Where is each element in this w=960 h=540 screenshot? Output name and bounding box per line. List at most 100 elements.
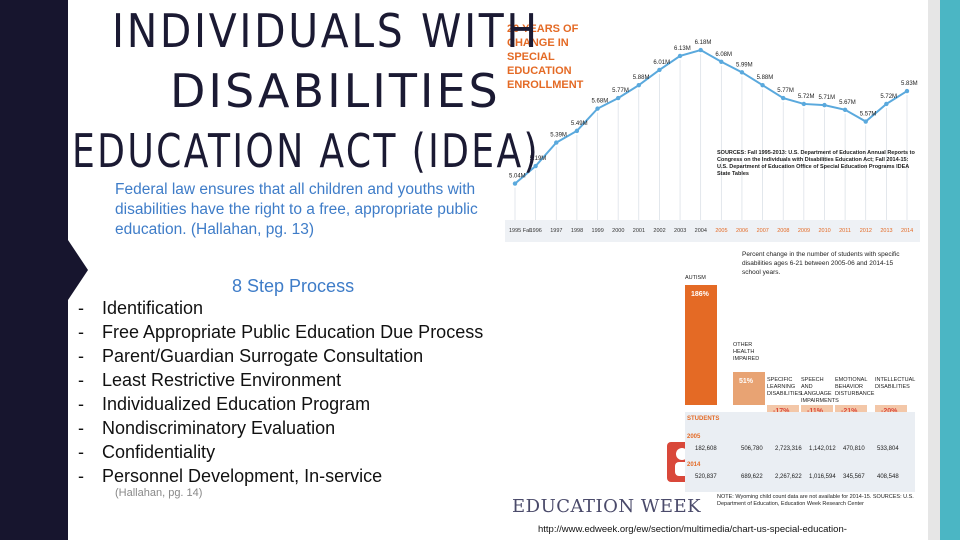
data-point — [533, 163, 538, 169]
data-label: 6.13M — [674, 46, 691, 52]
data-point — [904, 88, 910, 94]
step-item: Individualized Education Program — [78, 392, 498, 416]
data-label: 5.68M — [592, 99, 609, 105]
x-tick-label: 2009 — [798, 228, 810, 234]
x-tick-label: 2011 — [839, 228, 851, 234]
step-item: Confidentiality — [78, 440, 498, 464]
data-label: 5.77M — [612, 88, 629, 94]
data-label: 5.77M — [777, 88, 794, 94]
data-point — [554, 140, 559, 145]
enrollment-line — [514, 48, 908, 185]
students-2005-value: 1,142,012 — [809, 446, 836, 452]
bar-value-label: -11% — [807, 408, 823, 415]
step-item: Free Appropriate Public Education Due Pr… — [78, 320, 498, 344]
step-item: Least Restrictive Environment — [78, 368, 498, 392]
intro-paragraph: Federal law ensures that all children an… — [115, 181, 478, 238]
data-label: 6.08M — [715, 52, 732, 58]
students-2005-value: 470,810 — [843, 446, 865, 452]
x-tick-label: 1998 — [571, 228, 583, 234]
bar-value-label: -21% — [841, 408, 857, 415]
bar-category-label: SPEECH AND LANGUAGE IMPAIRMENTS — [801, 377, 839, 404]
data-label: 5.72M — [798, 94, 815, 100]
data-point — [863, 119, 868, 124]
data-point — [615, 95, 621, 101]
data-point — [739, 70, 745, 75]
data-point — [760, 83, 765, 88]
x-tick-label: 2008 — [777, 228, 789, 234]
slide-title-line-1: INDIVIDUALS WITH — [112, 4, 540, 58]
students-2005-value: 182,608 — [695, 446, 717, 452]
step-item: Nondiscriminatory Evaluation — [78, 416, 498, 440]
data-label: 5.57M — [860, 112, 877, 118]
infographic: 20 YEARS OF CHANGE IN SPECIAL EDUCATION … — [497, 0, 922, 540]
steps-heading: 8 Step Process — [232, 276, 355, 296]
x-tick-label: 2006 — [736, 228, 748, 234]
data-label: 5.49M — [571, 121, 588, 127]
student-counts-table: STUDENTS 2005 2014 182,608 520,837 506,780… — [685, 412, 915, 492]
source-url: http://www.edweek.org/ew/section/multime… — [538, 524, 847, 535]
bar-category-label: OTHER HEALTH IMPAIRED — [733, 342, 760, 363]
step-item: Parent/Guardian Surrogate Consultation — [78, 344, 498, 368]
students-label: STUDENTS — [687, 416, 720, 422]
data-point — [636, 83, 641, 88]
bar-value-label: -20% — [881, 408, 897, 415]
x-tick-label: 1995 Fall — [509, 228, 532, 234]
students-2014-value: 345,567 — [843, 474, 865, 480]
x-tick-label: 2005 — [715, 228, 727, 234]
x-axis-band — [505, 220, 920, 242]
students-2014-value: 520,837 — [695, 474, 717, 480]
x-tick-label: 1996 — [530, 228, 542, 234]
x-tick-label: 2012 — [860, 228, 872, 234]
data-label: 5.99M — [736, 62, 753, 68]
students-2005-value: 2,723,316 — [775, 446, 802, 452]
citation: (Hallahan, pg. 14) — [115, 487, 203, 499]
x-tick-label: 2013 — [880, 228, 892, 234]
data-label: 6.18M — [695, 40, 712, 46]
step-item: Identification — [78, 296, 498, 320]
x-tick-label: 2004 — [695, 228, 707, 234]
slide-title-line-3: EDUCATION ACT (IDEA) — [72, 124, 540, 178]
x-tick-label: 1997 — [550, 228, 562, 234]
students-2005-value: 533,804 — [877, 446, 899, 452]
data-point — [512, 181, 518, 186]
bar-value-label: -17% — [773, 408, 789, 415]
right-gray-strip — [928, 0, 940, 540]
data-label: 5.88M — [633, 75, 650, 81]
year-2014-label: 2014 — [687, 462, 701, 468]
step-item: Personnel Development, In-service — [78, 464, 498, 488]
line-chart-sources: SOURCES: Fall 1995-2013: U.S. Department… — [717, 150, 915, 177]
data-label: 5.39M — [550, 133, 567, 139]
steps-list: Identification Free Appropriate Public E… — [78, 296, 498, 488]
students-2014-value: 1,016,594 — [809, 474, 836, 480]
education-week-logo: EDUCATION WEEK — [512, 496, 702, 517]
data-point — [677, 53, 683, 59]
data-label: 5.72M — [880, 94, 897, 100]
bar-category-label: EMOTIONAL BEHAVIOR DISTURBANCE — [835, 377, 875, 397]
x-tick-label: 2007 — [757, 228, 769, 234]
bar — [685, 285, 717, 405]
left-bar-chevron — [48, 0, 88, 540]
right-accent-bar — [940, 0, 960, 540]
data-point — [781, 95, 786, 101]
bar — [801, 405, 833, 415]
data-point — [884, 101, 889, 107]
data-label: 5.67M — [839, 100, 856, 106]
x-tick-label: 2002 — [653, 228, 665, 234]
x-tick-label: 2014 — [901, 228, 913, 234]
x-tick-label: 2010 — [818, 228, 830, 234]
percent-change-caption: Percent change in the number of students… — [742, 251, 900, 276]
students-2014-value: 689,622 — [741, 474, 763, 480]
enrollment-line-chart: 5.04M 1995 Fall 5.19M 1996 5.39M 1997 5.49M 199… — [505, 40, 920, 242]
data-point — [595, 106, 600, 111]
bar — [767, 405, 799, 416]
data-label: 5.83M — [901, 81, 918, 87]
bar-category-label: INTELLECTUAL DISABILITIES — [875, 377, 916, 390]
data-point — [842, 107, 848, 113]
data-point — [657, 67, 662, 73]
data-point — [719, 59, 724, 64]
x-tick-label: 1999 — [592, 228, 604, 234]
data-label: 5.04M — [509, 174, 526, 180]
data-label: 5.88M — [757, 75, 774, 81]
x-tick-label: 2000 — [612, 228, 624, 234]
infographic-title: 20 YEARS OF CHANGE IN SPECIAL EDUCATION … — [507, 23, 584, 91]
